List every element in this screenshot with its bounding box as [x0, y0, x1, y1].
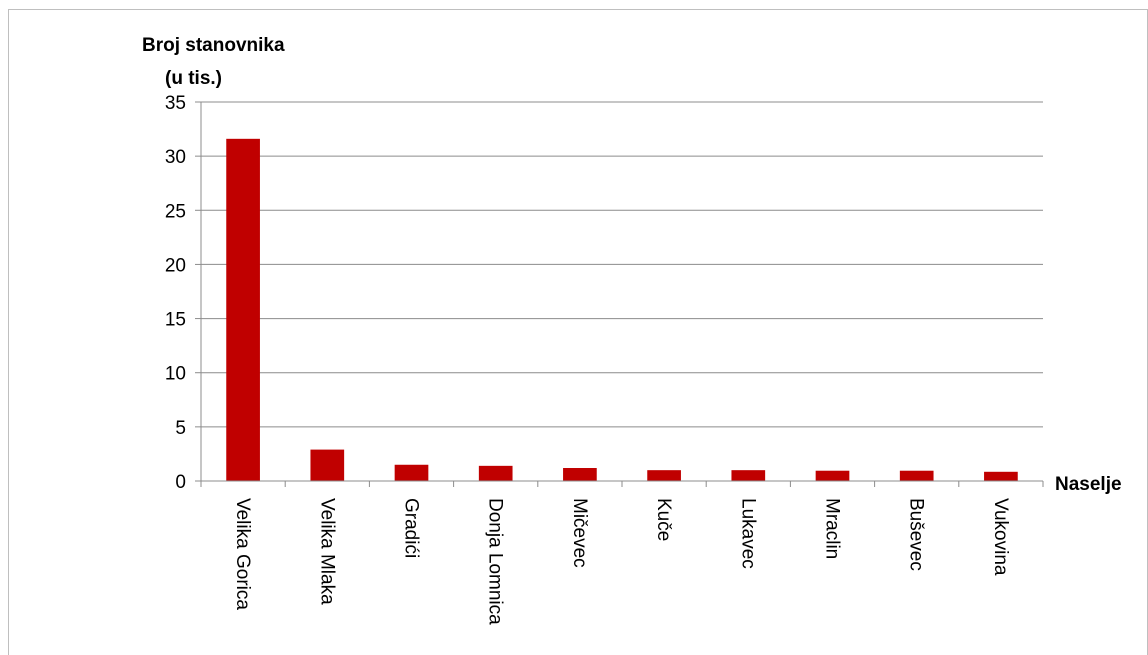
bar	[563, 468, 597, 481]
category-labels: Velika Gorica Velika Mlaka Gradići Donja Lo…	[232, 498, 1011, 625]
x-axis-title: Naselje	[1055, 474, 1122, 495]
y-tick-label: 10	[165, 364, 186, 385]
category-label: Velika Gorica	[232, 498, 253, 610]
y-tick-label: 0	[175, 472, 186, 493]
bar	[226, 138, 260, 481]
category-label: Kuče	[653, 498, 674, 541]
category-label: Vukovina	[990, 498, 1011, 576]
y-axis-title-line1: Broj stanovnika	[142, 35, 285, 56]
category-label: Mraclin	[822, 498, 843, 559]
y-tick-label: 25	[165, 201, 186, 222]
category-label: Donja Lomnica	[485, 498, 506, 625]
bar	[310, 449, 345, 481]
bar	[478, 465, 513, 481]
category-label: Mičevec	[569, 498, 590, 568]
y-tick-labels: 0 5 10 15 20 25 30 35	[165, 93, 186, 493]
bar	[731, 470, 766, 481]
y-tick-label: 5	[175, 418, 186, 439]
bars	[226, 138, 1018, 481]
y-axis-title-line2: (u tis.)	[165, 68, 222, 89]
y-tick-label: 15	[165, 310, 186, 331]
bar	[984, 471, 1018, 481]
bar	[647, 470, 681, 481]
y-tick-label: 20	[165, 255, 186, 276]
y-tick-label: 30	[165, 147, 186, 168]
category-label: Lukavec	[737, 498, 758, 569]
gridlines	[201, 101, 1043, 428]
axes	[195, 101, 1044, 487]
y-tick-label: 35	[165, 93, 186, 114]
category-label: Buševec	[906, 498, 927, 571]
bar	[394, 464, 429, 481]
bar	[899, 470, 934, 481]
category-label: Velika Mlaka	[316, 498, 337, 605]
category-label: Gradići	[401, 498, 422, 558]
bar	[815, 470, 850, 481]
